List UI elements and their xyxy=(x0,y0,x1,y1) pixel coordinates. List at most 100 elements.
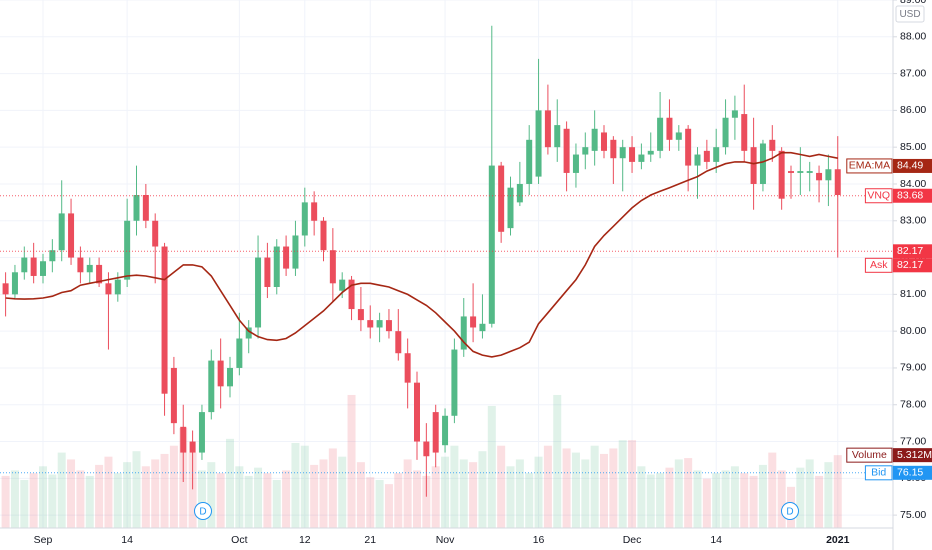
price-label-box xyxy=(893,158,932,173)
candle-body xyxy=(376,320,383,328)
ema-line xyxy=(5,151,838,358)
volume-bar xyxy=(57,452,66,528)
candle-body xyxy=(329,250,336,284)
price-label: 84.49 xyxy=(897,160,923,172)
candle-body xyxy=(806,171,813,173)
dividend-marker[interactable]: D xyxy=(781,502,799,520)
candle-body xyxy=(778,150,785,199)
candle-body xyxy=(292,235,299,269)
candle-body xyxy=(591,128,598,151)
volume-bar xyxy=(749,475,758,528)
price-label: 82.17 xyxy=(897,245,923,257)
candle-body xyxy=(722,117,729,148)
candle-body xyxy=(834,169,841,196)
candle-body xyxy=(77,257,84,273)
volume-bar xyxy=(796,467,805,528)
candle-body xyxy=(544,110,551,148)
marker-name-box xyxy=(846,447,893,463)
volume-bar xyxy=(300,445,309,528)
dividend-label[interactable]: D xyxy=(199,507,206,518)
candle-body xyxy=(385,320,392,332)
volume-bar xyxy=(338,456,347,528)
candle-body xyxy=(283,246,290,269)
y-tick-label: 83.00 xyxy=(900,215,926,227)
y-tick-label: 78.00 xyxy=(900,399,926,411)
candle-body xyxy=(703,150,710,162)
volume-bar xyxy=(403,459,412,528)
candle-body xyxy=(582,147,589,155)
candle-body xyxy=(629,147,636,162)
price-axis: 75.0076.0077.0078.0079.0080.0081.0082.00… xyxy=(846,0,932,521)
volume-bar xyxy=(487,405,496,528)
volume-bar xyxy=(600,453,608,528)
candle-body xyxy=(301,202,308,236)
volume-bar xyxy=(777,470,786,528)
candle-body xyxy=(152,220,159,247)
candle-body xyxy=(58,213,65,251)
volume-bar xyxy=(646,474,655,528)
candle-body xyxy=(404,353,411,383)
candle-body xyxy=(255,257,262,328)
volume-bar xyxy=(824,462,833,528)
x-tick-label: Sep xyxy=(34,534,53,546)
x-tick-label: 14 xyxy=(121,534,133,546)
candle-body xyxy=(208,360,215,413)
volume-bar xyxy=(534,456,543,528)
marker-name: Volume xyxy=(852,449,887,461)
candle-body xyxy=(797,171,804,173)
volume-bar xyxy=(263,473,272,528)
volume-bar xyxy=(113,473,122,528)
price-label-box xyxy=(893,258,932,273)
dividend-circle[interactable] xyxy=(194,502,212,520)
candle-body xyxy=(713,147,720,162)
candle-body xyxy=(217,360,224,387)
candle-body xyxy=(227,367,233,387)
volume-bar xyxy=(310,464,319,528)
volume-bar xyxy=(431,466,440,528)
currency: USD xyxy=(899,9,920,20)
volume-bar xyxy=(684,458,693,528)
volume-bar xyxy=(712,473,721,528)
volume-bar xyxy=(478,451,487,528)
volume-bar xyxy=(48,474,57,528)
candle-body xyxy=(750,147,757,184)
candle-body xyxy=(647,150,654,155)
x-tick-label: Nov xyxy=(436,534,455,546)
candle-body xyxy=(161,246,168,394)
marker-name: Ask xyxy=(870,259,888,271)
candle-body xyxy=(572,154,579,173)
marker-name: EMA:MA xyxy=(849,160,890,172)
volume-bar xyxy=(543,445,552,528)
candle-body xyxy=(657,117,664,151)
candle-body xyxy=(96,264,103,284)
candle-body xyxy=(311,202,318,221)
candle-body xyxy=(40,261,46,276)
volume-bar xyxy=(628,440,637,528)
x-tick-label: 16 xyxy=(533,534,545,546)
dividend-label[interactable]: D xyxy=(786,507,793,518)
volume-bar xyxy=(758,464,767,528)
volume-bar xyxy=(29,473,38,528)
candle-body xyxy=(11,272,18,295)
y-tick-label: 85.00 xyxy=(900,141,926,153)
price-label: 83.68 xyxy=(897,190,923,202)
candle-body xyxy=(816,172,823,181)
candle-body xyxy=(507,187,514,229)
volume-bar xyxy=(160,453,169,528)
y-tick-label: 86.00 xyxy=(900,104,926,116)
dividend-marker[interactable]: D xyxy=(194,502,212,520)
candle-body xyxy=(610,139,617,159)
volume-bar xyxy=(590,445,599,528)
candle-body xyxy=(245,327,252,339)
volume-bar xyxy=(805,459,814,528)
volume-bar xyxy=(833,455,842,528)
volume-bar xyxy=(85,475,94,528)
candle-body xyxy=(442,415,449,446)
candle-body xyxy=(105,283,112,295)
y-tick-label: 84.00 xyxy=(900,178,926,190)
candle-body xyxy=(423,441,430,457)
x-tick-label: 12 xyxy=(299,534,311,546)
price-label-box xyxy=(893,244,932,259)
candle-body xyxy=(451,349,458,416)
dividend-circle[interactable] xyxy=(781,502,799,520)
